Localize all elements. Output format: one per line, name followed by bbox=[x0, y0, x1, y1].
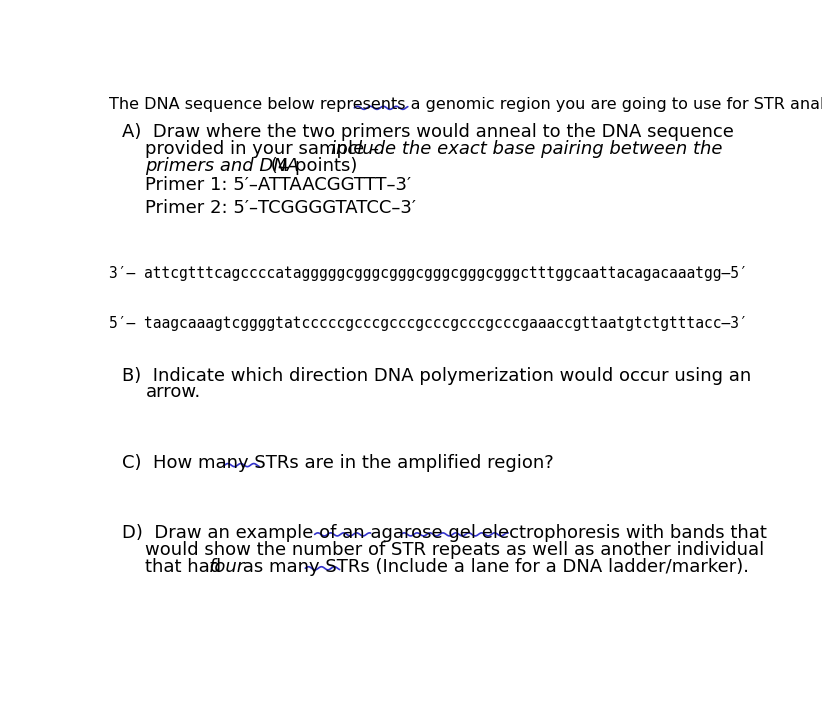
Text: (4 points): (4 points) bbox=[265, 157, 358, 175]
Text: provided in your sample –: provided in your sample – bbox=[145, 140, 386, 158]
Text: C)  How many STRs are in the amplified region?: C) How many STRs are in the amplified re… bbox=[122, 455, 554, 472]
Text: The DNA sequence below represents a genomic region you are going to use for STR : The DNA sequence below represents a geno… bbox=[109, 97, 822, 112]
Text: four: four bbox=[209, 558, 245, 575]
Text: include the exact base pairing between the: include the exact base pairing between t… bbox=[331, 140, 723, 158]
Text: Primer 2: 5′–TCGGGGTATCC–3′: Primer 2: 5′–TCGGGGTATCC–3′ bbox=[145, 198, 417, 217]
Text: A)  Draw where the two primers would anneal to the DNA sequence: A) Draw where the two primers would anne… bbox=[122, 124, 734, 141]
Text: B)  Indicate which direction DNA polymerization would occur using an: B) Indicate which direction DNA polymeri… bbox=[122, 366, 751, 385]
Text: as many STRs (Include a lane for a DNA ladder/marker).: as many STRs (Include a lane for a DNA l… bbox=[237, 558, 749, 575]
Text: that had: that had bbox=[145, 558, 227, 575]
Text: Primer 1: 5′–ATTAACGGTTT–3′: Primer 1: 5′–ATTAACGGTTT–3′ bbox=[145, 176, 412, 193]
Text: primers and DNA: primers and DNA bbox=[145, 157, 299, 175]
Text: 3′– attcgtttcagccccatagggggcgggcgggcgggcgggcgggctttggcaattacagacaaatgg–5′: 3′– attcgtttcagccccatagggggcgggcgggcgggc… bbox=[109, 266, 748, 282]
Text: D)  Draw an example of an agarose gel electrophoresis with bands that: D) Draw an example of an agarose gel ele… bbox=[122, 524, 767, 542]
Text: would show the number of STR repeats as well as another individual: would show the number of STR repeats as … bbox=[145, 541, 764, 558]
Text: 5′– taagcaaagtcggggtatcccccgcccgcccgcccgcccgcccgaaaccgttaatgtctgtttacc–3′: 5′– taagcaaagtcggggtatcccccgcccgcccgcccg… bbox=[109, 316, 748, 330]
Text: arrow.: arrow. bbox=[145, 383, 201, 402]
